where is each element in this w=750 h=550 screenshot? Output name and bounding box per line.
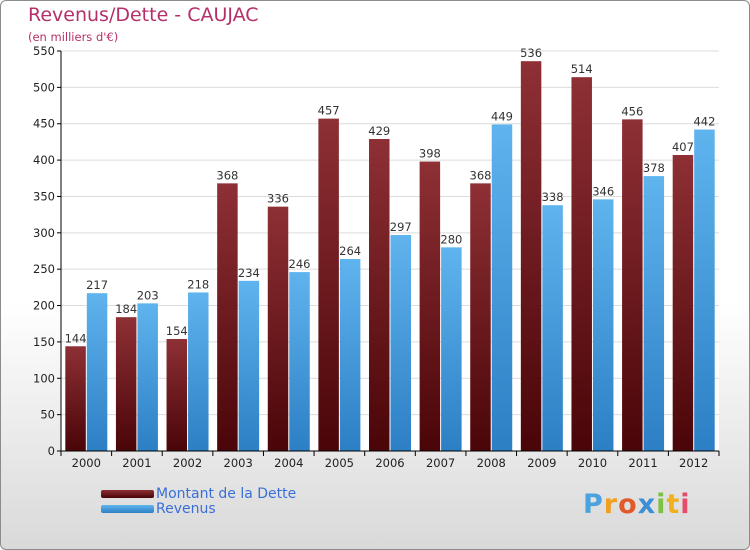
y-tick-label: 200 [33,299,55,313]
bar-revenus [390,235,411,451]
logo-letter: t [666,489,681,520]
data-label: 234 [238,266,260,280]
bar-revenus [289,272,310,451]
y-tick-label: 0 [48,444,55,458]
bar-dette [571,77,592,451]
y-tick-label: 300 [33,226,55,240]
bar-dette [470,183,491,451]
y-tick-label: 450 [33,117,55,131]
legend-swatch-revenus [101,505,154,513]
plot-area [61,51,719,451]
bar-dette [267,206,289,451]
x-tick-label: 2009 [527,456,556,470]
x-tick-label: 2003 [224,456,253,470]
x-tick-label: 2000 [72,456,101,470]
data-label: 514 [571,62,593,76]
logo-letter: o [618,489,638,520]
bar-revenus [592,199,614,451]
data-label: 536 [520,46,542,60]
data-label: 346 [592,184,614,198]
data-label: 184 [115,302,137,316]
bar-dette [520,61,542,451]
logo-letter: P [583,489,604,520]
bar-revenus [694,129,715,451]
legend-label-revenus: Revenus [156,501,216,517]
bar-dette [318,118,339,452]
data-label: 456 [621,104,643,118]
legend-label-dette: Montant de la Dette [156,486,297,502]
data-label: 442 [693,115,715,129]
y-tick-label: 350 [33,189,55,203]
bar-dette [115,317,137,451]
x-tick-label: 2007 [426,456,455,470]
bar-revenus [491,124,513,452]
x-tick-label: 2012 [679,456,708,470]
bar-dette [65,346,86,451]
data-label: 457 [318,104,340,118]
bar-revenus [643,176,665,451]
bar-revenus [188,292,209,451]
chart-subtitle: (en milliers d'€) [28,30,119,44]
y-tick-label: 550 [33,44,55,58]
bar-revenus [339,259,361,451]
bar-dette [622,119,643,451]
x-tick-label: 2002 [173,456,202,470]
data-label: 336 [267,192,289,206]
data-label: 407 [672,140,694,154]
data-label: 338 [542,190,564,204]
data-label: 368 [470,168,492,182]
y-tick-label: 50 [40,408,55,422]
y-tick-label: 500 [33,80,55,94]
x-tick-label: 2004 [274,456,303,470]
y-tick-label: 400 [33,153,55,167]
data-label: 398 [419,147,441,161]
x-tick-label: 2005 [325,456,354,470]
bar-revenus [137,303,158,451]
bar-revenus [542,205,563,451]
bar-revenus [441,247,462,451]
data-label: 449 [491,109,513,123]
x-tick-label: 2011 [628,456,657,470]
y-tick-label: 100 [33,371,55,385]
bar-revenus [238,280,260,451]
data-label: 378 [643,161,665,175]
x-tick-label: 2008 [477,456,506,470]
x-tick-label: 2006 [375,456,404,470]
bar-dette [166,339,188,451]
bar-dette [369,139,390,451]
bar-dette [672,155,694,451]
logo-letter: i [680,489,691,520]
y-tick-label: 250 [33,262,55,276]
bar-dette [419,161,441,451]
data-label: 297 [390,220,412,234]
logo-letter: x [637,489,657,520]
bar-revenus [86,293,108,451]
data-label: 280 [440,232,462,246]
logo-letter: i [656,489,667,520]
data-label: 246 [289,257,311,271]
logo-letter: r [603,489,619,520]
chart-title: Revenus/Dette - CAUJAC [28,4,259,26]
data-label: 154 [166,324,188,338]
data-label: 144 [65,331,87,345]
data-label: 218 [187,277,209,291]
data-label: 217 [86,278,108,292]
data-label: 264 [339,244,361,258]
x-tick-label: 2010 [578,456,607,470]
y-tick-label: 150 [33,335,55,349]
data-label: 368 [216,168,238,182]
x-tick-label: 2001 [122,456,151,470]
legend-swatch-dette [101,490,154,498]
bar-dette [217,183,238,451]
data-label: 429 [368,124,390,138]
proxiti-logo: Proxiti [583,489,691,520]
data-label: 203 [137,288,159,302]
